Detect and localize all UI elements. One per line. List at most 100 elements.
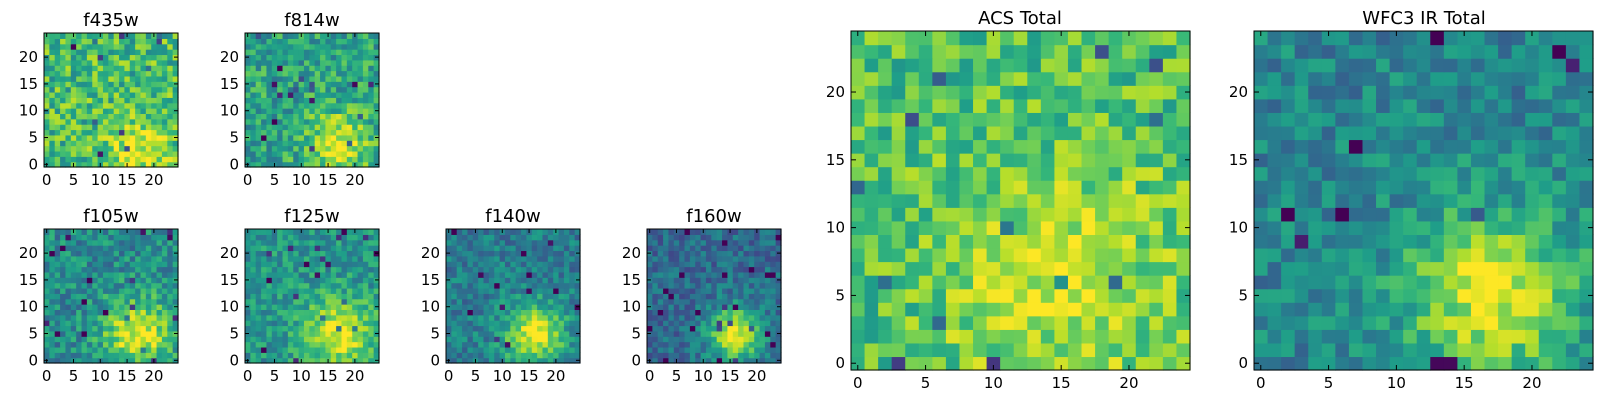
heatmap-cell xyxy=(357,357,364,364)
heatmap-cell xyxy=(124,266,131,273)
heatmap-cell xyxy=(945,247,961,263)
heatmap-cell xyxy=(1027,112,1042,127)
heatmap-cell xyxy=(467,255,474,262)
heatmap-cell xyxy=(97,261,104,268)
heatmap-cell xyxy=(531,282,538,289)
heatmap-cell xyxy=(1040,247,1055,263)
heatmap-cell xyxy=(759,293,766,300)
heatmap-cell xyxy=(1081,275,1096,290)
heatmap-cell xyxy=(309,287,316,294)
heatmap-cell xyxy=(65,108,72,114)
heatmap-cell xyxy=(309,43,316,50)
heatmap-cell xyxy=(759,229,766,235)
heatmap-cell xyxy=(303,150,310,157)
heatmap-cell xyxy=(277,282,284,289)
heatmap-cell xyxy=(488,352,495,359)
heatmap-cell xyxy=(145,145,152,152)
heatmap-cell xyxy=(1122,71,1137,86)
heatmap-cell xyxy=(352,49,359,56)
heatmap-cell xyxy=(368,266,375,273)
heatmap-cell xyxy=(722,341,728,348)
heatmap-cell xyxy=(775,266,782,273)
heatmap-cell xyxy=(271,156,278,163)
heatmap-cell xyxy=(1579,302,1594,317)
heatmap-cell xyxy=(1321,220,1336,235)
heatmap-cell xyxy=(49,320,56,327)
heatmap-cell xyxy=(70,325,77,332)
heatmap-cell xyxy=(282,156,289,163)
heatmap-cell xyxy=(1321,180,1336,195)
heatmap-cell xyxy=(261,91,268,98)
heatmap-cell xyxy=(770,239,777,246)
heatmap-cell xyxy=(151,309,158,316)
heatmap-cell xyxy=(515,293,522,300)
heatmap-cell xyxy=(282,43,289,50)
heatmap-cell xyxy=(81,161,88,168)
heatmap-cell xyxy=(54,124,61,131)
heatmap-cell xyxy=(373,309,380,316)
heatmap-cell xyxy=(129,346,136,353)
heatmap-cell xyxy=(510,357,517,364)
heatmap-cell xyxy=(1416,288,1431,303)
heatmap-cell xyxy=(1122,193,1137,208)
heatmap-cell xyxy=(303,239,310,246)
heatmap-cell xyxy=(156,352,163,359)
heatmap-cell xyxy=(727,271,734,278)
heatmap-cell xyxy=(352,287,359,294)
heatmap-cell xyxy=(362,239,369,246)
heatmap-cell xyxy=(70,65,77,72)
heatmap-cell xyxy=(303,59,310,66)
heatmap-cell xyxy=(341,346,348,353)
heatmap-cell xyxy=(119,113,125,120)
heatmap-cell xyxy=(346,86,353,93)
heatmap-cell xyxy=(255,97,262,104)
heatmap-cell xyxy=(1054,261,1069,276)
heatmap-cell xyxy=(748,277,755,284)
heatmap-cell xyxy=(102,293,109,300)
heatmap-cell xyxy=(352,108,359,114)
heatmap-cell xyxy=(553,298,560,305)
heatmap-cell xyxy=(878,31,893,46)
heatmap-cell xyxy=(49,298,56,305)
heatmap-cell xyxy=(456,341,463,348)
heatmap-cell xyxy=(1254,302,1269,317)
heatmap-cell xyxy=(1416,166,1431,181)
heatmap-cell xyxy=(569,271,576,278)
heatmap-cell xyxy=(1040,342,1055,358)
heatmap-cell xyxy=(547,341,554,348)
heatmap-cell xyxy=(336,341,343,348)
heatmap-cell xyxy=(97,304,104,310)
heatmap-cell xyxy=(451,282,458,289)
heatmap-cell xyxy=(124,38,131,45)
x-tick-label: 20 xyxy=(144,367,163,385)
heatmap-cell xyxy=(102,298,109,305)
heatmap-cell xyxy=(1348,153,1364,168)
heatmap-cell xyxy=(352,341,359,348)
heatmap-cell xyxy=(1321,329,1336,344)
heatmap-cell xyxy=(70,59,77,66)
heatmap-cell xyxy=(135,261,142,268)
heatmap-cell xyxy=(494,325,501,332)
heatmap-cell xyxy=(330,134,337,141)
heatmap-cell xyxy=(271,352,278,359)
heatmap-cell xyxy=(314,156,321,163)
heatmap-cell xyxy=(145,245,152,252)
heatmap-cell xyxy=(1281,261,1296,276)
heatmap-cell xyxy=(44,245,50,252)
heatmap-cell xyxy=(65,129,72,136)
panel-title: f160w xyxy=(686,206,741,227)
heatmap-cell xyxy=(320,118,326,125)
heatmap-cell xyxy=(864,44,879,59)
heatmap-cell xyxy=(167,33,174,39)
heatmap-cell xyxy=(102,341,109,348)
heatmap-cell xyxy=(456,320,463,327)
heatmap-cell xyxy=(172,261,179,268)
heatmap-cell xyxy=(129,54,136,61)
heatmap-cell xyxy=(135,65,142,72)
heatmap-cell xyxy=(156,282,163,289)
heatmap-cell xyxy=(129,325,136,332)
heatmap-cell xyxy=(542,287,549,294)
heatmap-cell xyxy=(1135,220,1150,235)
heatmap-cell xyxy=(553,293,560,300)
heatmap-cell xyxy=(770,250,777,257)
